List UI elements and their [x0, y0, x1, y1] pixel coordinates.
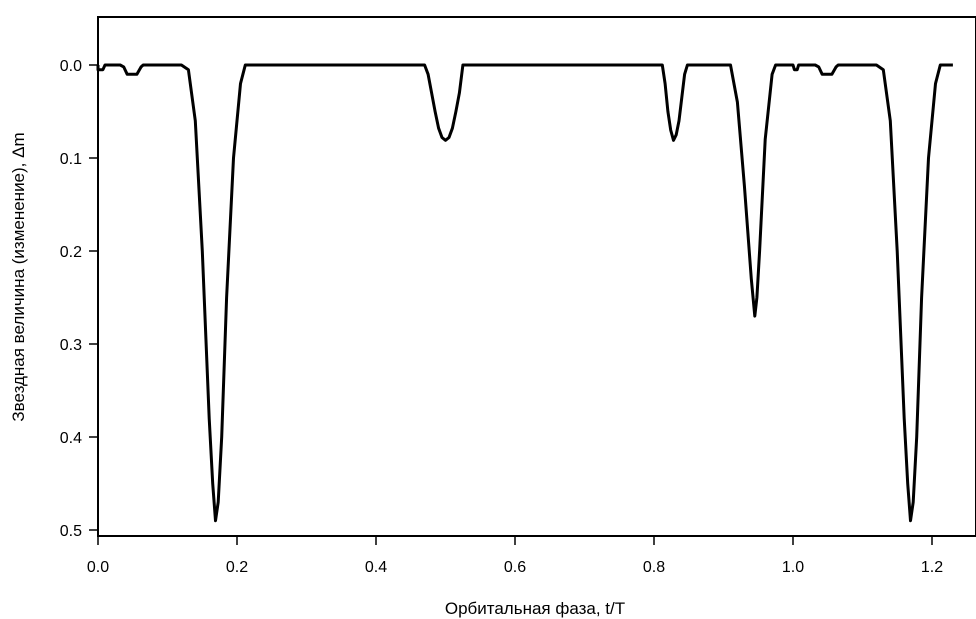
x-tick-label: 0.0: [87, 559, 109, 576]
x-tick-label: 0.2: [226, 559, 248, 576]
y-tick-label: 0.2: [60, 244, 82, 261]
y-tick-label: 0.1: [60, 151, 82, 168]
series-layer: [96, 63, 953, 523]
x-tick-label: 0.4: [365, 559, 387, 576]
x-axis-ticks: 0.0 0.2 0.4 0.6 0.8 1.0 1.2: [87, 536, 943, 576]
x-tick-label: 1.2: [921, 559, 943, 576]
series-line: [96, 63, 953, 523]
x-tick-label: 1.0: [782, 559, 804, 576]
x-tick-label: 0.6: [504, 559, 526, 576]
y-tick-label: 0.5: [60, 523, 82, 540]
y-tick-label: 0.4: [60, 430, 82, 447]
x-axis-title: Орбитальная фаза, t/T: [445, 599, 625, 618]
x-tick-label: 0.8: [643, 559, 665, 576]
y-tick-label: 0.0: [60, 58, 82, 75]
y-axis-ticks: 0.0 0.1 0.2 0.3 0.4 0.5: [60, 58, 98, 540]
plot-frame: [97, 16, 976, 537]
y-axis-title: Звездная величина (изменение), Δm: [9, 132, 28, 421]
y-tick-label: 0.3: [60, 337, 82, 354]
